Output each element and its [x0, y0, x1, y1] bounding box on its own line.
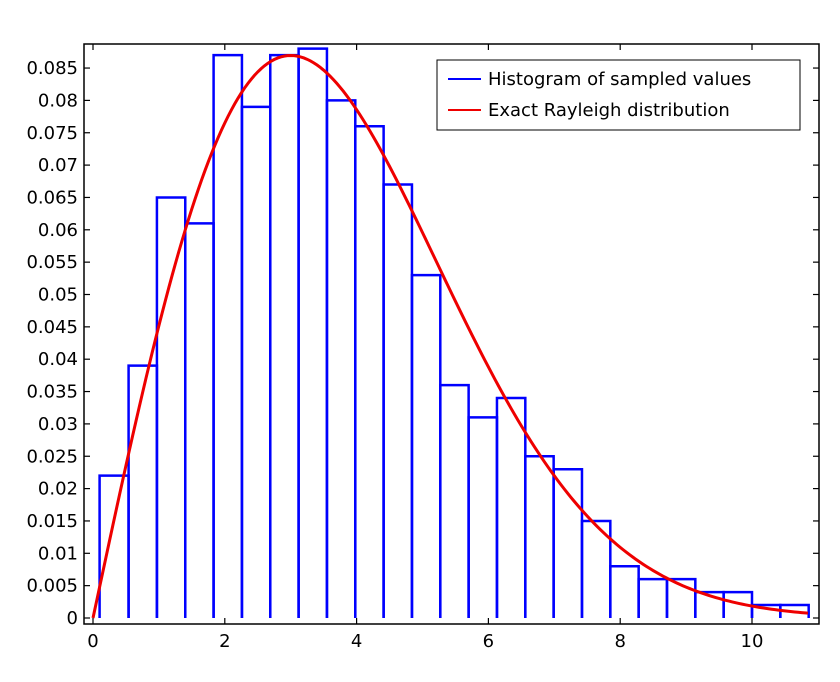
x-tick-label: 6 [483, 631, 494, 652]
y-tick-label: 0.035 [26, 382, 78, 403]
y-tick-label: 0.01 [38, 543, 78, 564]
rayleigh-curve [91, 54, 809, 619]
legend-label-rayleigh: Exact Rayleigh distribution [488, 100, 730, 121]
x-tick-label: 0 [87, 631, 98, 652]
y-tick-label: 0.05 [38, 285, 78, 306]
y-tick-label: 0.075 [26, 123, 78, 144]
legend-box [436, 59, 801, 131]
x-tick-label: 4 [351, 631, 362, 652]
y-tick-label: 0.03 [38, 414, 78, 435]
y-tick-label: 0.045 [26, 317, 78, 338]
y-tick-label: 0.04 [38, 349, 78, 370]
y-tick-label: 0.07 [38, 155, 78, 176]
x-tick-label: 2 [219, 631, 230, 652]
legend-label-histogram: Histogram of sampled values [488, 69, 751, 90]
y-tick-label: 0.025 [26, 446, 78, 467]
legend: Histogram of sampled values Exact Raylei… [436, 59, 801, 131]
axes: 0 0.005 0.01 0.015 0.02 0.025 0.03 0.035 0.04 0.0… [26, 44, 819, 652]
x-tick-label: 10 [741, 631, 764, 652]
y-tick-label: 0.005 [26, 576, 78, 597]
y-tick-label: 0.065 [26, 187, 78, 208]
y-tick-label: 0.055 [26, 252, 78, 273]
plot-background [84, 44, 819, 624]
plot-frame [83, 43, 820, 625]
y-tick-label: 0.06 [38, 220, 78, 241]
y-tick-label: 0.015 [26, 511, 78, 532]
y-tick-label: 0.085 [26, 58, 78, 79]
x-tick-label: 8 [614, 631, 625, 652]
y-tick-label: 0.08 [38, 90, 78, 111]
y-tick-label: 0 [67, 608, 78, 629]
y-tick-label: 0.02 [38, 479, 78, 500]
